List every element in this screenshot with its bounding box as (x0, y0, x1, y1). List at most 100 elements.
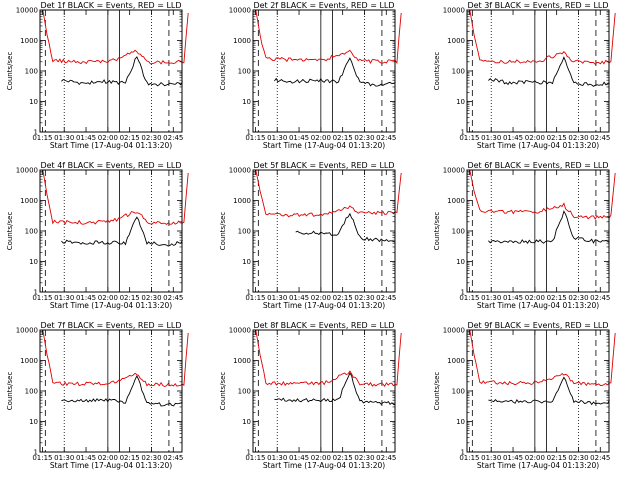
x-tick-label: 02:30 (354, 294, 374, 302)
lld-series-line (469, 329, 616, 387)
y-tick-label: 100 (452, 388, 465, 396)
x-tick-label: 02:30 (141, 294, 161, 302)
x-tick-label: 02:45 (163, 134, 183, 142)
x-tick-label: 01:30 (267, 454, 287, 462)
x-tick-label: 02:00 (525, 294, 545, 302)
y-tick-label: 1 (34, 289, 38, 297)
panel-title: Det 4f BLACK = Events, RED = LLD (40, 161, 181, 170)
x-tick-label: 02:15 (547, 294, 567, 302)
y-tick-label: 100 (238, 388, 251, 396)
y-tick-label: 1000 (447, 357, 465, 365)
lld-series-line (255, 9, 402, 65)
y-tick-label: 10 (242, 98, 251, 106)
x-tick-label: 02:45 (376, 294, 396, 302)
y-tick-label: 1000 (447, 37, 465, 45)
panel-1: Det 1f BLACK = Events, RED = LLD 1 10 100 10… (6, 1, 189, 150)
x-tick-label: 02:00 (525, 134, 545, 142)
plot-frame (466, 9, 610, 133)
y-tick-label: 10000 (229, 167, 251, 175)
x-axis-label: Start Time (17-Aug-04 01:13:20) (263, 141, 385, 150)
y-axis-label: Counts/sec (6, 372, 14, 411)
panel-9: Det 9f BLACK = Events, RED = LLD 1 10 100 10… (433, 321, 616, 470)
x-tick-label: 01:15 (245, 134, 265, 142)
lld-series-line (255, 329, 402, 388)
x-axis-label: Start Time (17-Aug-04 01:13:20) (477, 461, 599, 470)
x-tick-label: 01:45 (503, 454, 523, 462)
x-tick-label: 01:15 (459, 454, 479, 462)
x-tick-label: 02:30 (568, 134, 588, 142)
y-axis-label: Counts/sec (433, 52, 441, 91)
y-tick-label: 1 (461, 289, 465, 297)
plot-frame (466, 169, 610, 293)
y-tick-label: 10 (242, 418, 251, 426)
x-tick-label: 01:15 (245, 294, 265, 302)
y-tick-label: 10000 (229, 7, 251, 15)
y-tick-label: 1 (461, 449, 465, 457)
lld-series-line (469, 9, 616, 65)
x-tick-label: 01:45 (503, 134, 523, 142)
plot-frame (252, 329, 396, 453)
y-tick-label: 1000 (20, 37, 38, 45)
y-tick-label: 10000 (443, 7, 465, 15)
x-tick-label: 02:45 (376, 134, 396, 142)
y-tick-label: 10 (29, 418, 38, 426)
x-tick-label: 02:15 (333, 294, 353, 302)
x-tick-label: 01:30 (54, 294, 74, 302)
y-tick-label: 1000 (20, 197, 38, 205)
x-tick-label: 02:00 (98, 134, 118, 142)
y-tick-label: 10000 (443, 327, 465, 335)
panel-5: Det 5f BLACK = Events, RED = LLD 1 10 100 10… (219, 161, 402, 310)
events-series-line (61, 216, 183, 247)
y-tick-label: 10000 (229, 327, 251, 335)
x-axis-label: Start Time (17-Aug-04 01:13:20) (477, 301, 599, 310)
x-tick-label: 01:45 (76, 294, 96, 302)
x-tick-label: 02:15 (120, 294, 140, 302)
x-tick-label: 02:15 (120, 454, 140, 462)
y-tick-label: 1000 (233, 197, 251, 205)
x-tick-label: 01:15 (459, 294, 479, 302)
lld-series-line (42, 169, 189, 225)
x-tick-label: 02:30 (141, 134, 161, 142)
x-tick-label: 02:00 (311, 454, 331, 462)
lld-series-line (469, 169, 616, 221)
y-tick-label: 10 (29, 258, 38, 266)
panel-title: Det 2f BLACK = Events, RED = LLD (253, 1, 394, 10)
x-tick-label: 01:45 (76, 134, 96, 142)
x-tick-label: 01:15 (32, 454, 52, 462)
panel-3: Det 3f BLACK = Events, RED = LLD 1 10 100 10… (433, 1, 616, 150)
y-axis-label: Counts/sec (433, 212, 441, 251)
y-axis-label: Counts/sec (433, 372, 441, 411)
y-tick-label: 100 (452, 228, 465, 236)
y-tick-label: 1 (34, 449, 38, 457)
x-tick-label: 02:45 (163, 454, 183, 462)
y-tick-label: 1000 (447, 197, 465, 205)
x-tick-label: 02:15 (547, 454, 567, 462)
plot-frame (466, 329, 610, 453)
x-axis-label: Start Time (17-Aug-04 01:13:20) (50, 141, 172, 150)
y-tick-label: 10 (456, 418, 465, 426)
events-series-line (295, 212, 396, 243)
x-tick-label: 01:45 (503, 294, 523, 302)
panel-title: Det 6f BLACK = Events, RED = LLD (467, 161, 608, 170)
y-tick-label: 10000 (16, 7, 38, 15)
panel-7: Det 7f BLACK = Events, RED = LLD 1 10 100 10… (6, 321, 189, 470)
y-tick-label: 1000 (233, 357, 251, 365)
plot-frame (39, 9, 183, 133)
panel-2: Det 2f BLACK = Events, RED = LLD 1 10 100 10… (219, 1, 402, 150)
x-tick-label: 02:15 (547, 134, 567, 142)
y-tick-label: 1000 (20, 357, 38, 365)
x-tick-label: 02:45 (590, 294, 610, 302)
panel-title: Det 8f BLACK = Events, RED = LLD (253, 321, 394, 330)
x-tick-label: 01:30 (267, 294, 287, 302)
plot-frame (252, 9, 396, 133)
y-tick-label: 1 (34, 129, 38, 137)
y-tick-label: 10 (29, 98, 38, 106)
y-tick-label: 10 (456, 258, 465, 266)
panel-6: Det 6f BLACK = Events, RED = LLD 1 10 100 10… (433, 161, 616, 310)
y-tick-label: 1 (247, 289, 251, 297)
x-tick-label: 02:30 (568, 294, 588, 302)
y-tick-label: 10 (456, 98, 465, 106)
x-tick-label: 02:15 (333, 134, 353, 142)
y-tick-label: 100 (25, 228, 38, 236)
